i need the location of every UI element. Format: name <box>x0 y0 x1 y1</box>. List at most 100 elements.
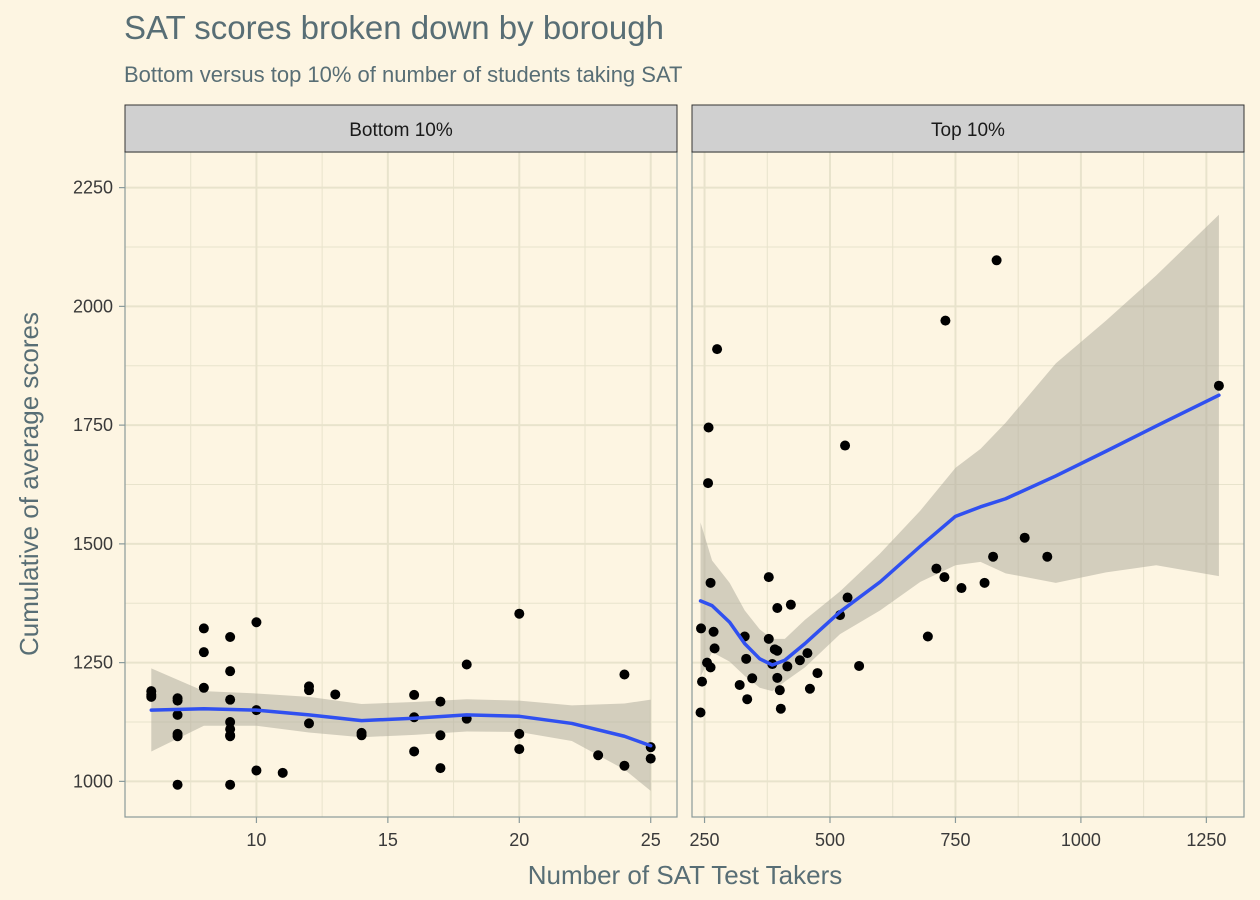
data-point <box>763 633 774 644</box>
data-point <box>774 685 785 696</box>
data-point <box>514 744 525 755</box>
x-tick-label: 10 <box>246 830 266 850</box>
y-tick-label: 2250 <box>73 178 113 198</box>
x-tick-label: 500 <box>815 830 845 850</box>
x-tick-label: 250 <box>690 830 720 850</box>
data-point <box>225 631 236 642</box>
data-point <box>172 731 183 742</box>
x-tick-label: 750 <box>940 830 970 850</box>
data-point <box>763 572 774 583</box>
data-point <box>940 315 951 326</box>
y-tick-label: 1250 <box>73 653 113 673</box>
data-point <box>782 661 793 672</box>
data-point <box>991 255 1002 266</box>
data-point <box>330 689 341 700</box>
y-tick-label: 2000 <box>73 296 113 316</box>
data-point <box>709 643 720 654</box>
data-point <box>772 645 783 656</box>
data-point <box>842 592 853 603</box>
data-point <box>172 695 183 706</box>
data-point <box>775 703 786 714</box>
data-point <box>772 672 783 683</box>
data-point <box>804 683 815 694</box>
data-point <box>146 691 157 702</box>
data-point <box>409 746 420 757</box>
data-point <box>198 623 209 634</box>
facet-strip <box>691 104 1245 153</box>
data-point <box>840 440 851 451</box>
y-tick-label: 1500 <box>73 534 113 554</box>
facet-strip-label: Top 10% <box>931 120 1005 141</box>
x-tick-label: 1250 <box>1186 830 1226 850</box>
data-point <box>198 682 209 693</box>
data-point <box>251 617 262 628</box>
y-tick-label: 1750 <box>73 415 113 435</box>
x-tick-label: 15 <box>378 830 398 850</box>
data-point <box>705 662 716 673</box>
data-point <box>696 623 707 634</box>
data-point <box>251 765 262 776</box>
data-point <box>1213 380 1224 391</box>
data-point <box>435 730 446 741</box>
data-point <box>172 709 183 720</box>
chart-title: SAT scores broken down by borough <box>124 9 664 46</box>
data-point <box>922 631 933 642</box>
facet-panel-bottom-10: Bottom 10% 10 15 20 25 <box>124 104 678 850</box>
data-point <box>794 655 805 666</box>
data-point <box>645 753 656 764</box>
facet-strip <box>124 104 678 153</box>
data-point <box>593 750 604 761</box>
data-point <box>988 551 999 562</box>
x-tick-label: 1000 <box>1061 830 1101 850</box>
data-point <box>703 478 714 489</box>
data-point <box>708 626 719 637</box>
data-point <box>812 668 823 679</box>
x-tick-label: 25 <box>641 830 661 850</box>
data-point <box>304 685 314 696</box>
facet-panel-top-10: Top 10% 250 500 750 1000 1250 <box>690 104 1245 850</box>
confidence-band <box>700 214 1219 692</box>
data-point <box>514 608 525 619</box>
data-point <box>277 767 288 778</box>
data-point <box>225 731 236 742</box>
smooth-trend-line <box>149 706 653 748</box>
data-point <box>802 648 813 659</box>
data-point <box>304 718 314 729</box>
data-point <box>741 653 752 664</box>
y-axis-title: Cumulative of average scores <box>14 312 44 656</box>
data-point <box>409 689 420 700</box>
data-point <box>1042 551 1053 562</box>
data-point <box>939 572 950 583</box>
data-point <box>225 666 236 677</box>
data-point <box>172 779 183 790</box>
data-point <box>747 673 758 684</box>
y-tick-label: 1000 <box>73 771 113 791</box>
data-point <box>695 707 706 718</box>
x-axis-title: Number of SAT Test Takers <box>528 860 843 890</box>
x-tick-label: 20 <box>509 830 529 850</box>
data-point <box>772 603 783 613</box>
data-point <box>461 659 472 670</box>
data-point <box>931 563 942 574</box>
data-point <box>734 679 745 690</box>
data-point <box>619 669 630 680</box>
data-point <box>225 694 236 705</box>
facet-strip-label: Bottom 10% <box>349 120 453 141</box>
confidence-band <box>151 668 651 791</box>
data-point <box>435 763 446 774</box>
data-point <box>356 730 367 741</box>
data-point <box>703 422 714 433</box>
data-point <box>514 728 525 739</box>
data-point <box>854 660 865 671</box>
data-point <box>697 676 708 687</box>
data-point <box>742 694 753 705</box>
smooth-trend-line <box>698 393 1221 667</box>
data-point <box>619 760 630 771</box>
data-point <box>712 344 723 355</box>
data-point <box>956 583 967 594</box>
data-point <box>225 717 236 727</box>
chart-subtitle: Bottom versus top 10% of number of stude… <box>124 62 683 87</box>
data-point <box>979 577 990 588</box>
